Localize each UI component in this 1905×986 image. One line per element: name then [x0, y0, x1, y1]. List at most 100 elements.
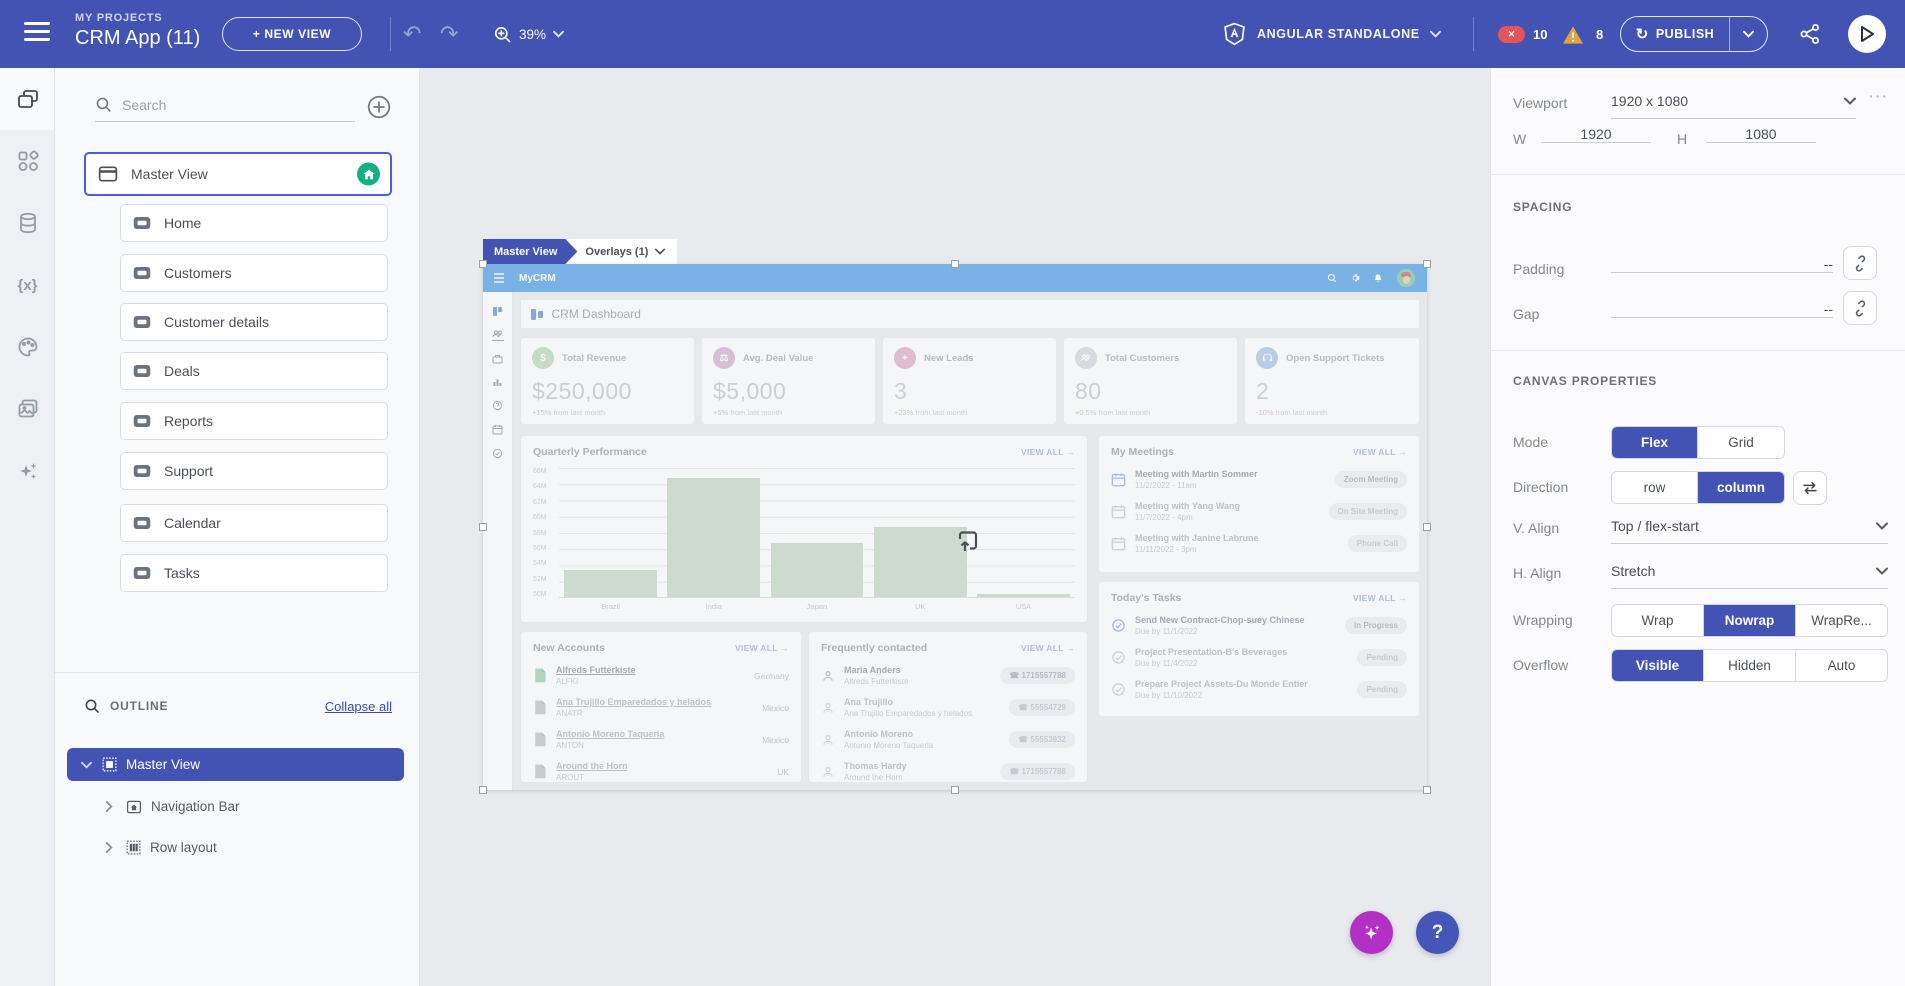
- resize-handle-top-right[interactable]: [1423, 260, 1431, 268]
- chevron-down-icon: [553, 30, 565, 38]
- resize-handle-middle-left[interactable]: [479, 523, 487, 531]
- undo-icon[interactable]: ↶: [403, 21, 422, 46]
- overflow-option-visible[interactable]: Visible: [1612, 650, 1704, 681]
- direction-option-row[interactable]: row: [1612, 472, 1698, 503]
- app-preview-frame[interactable]: MyCRM: [483, 264, 1427, 790]
- padding-input[interactable]: [1611, 256, 1833, 273]
- padding-link-toggle[interactable]: [1843, 246, 1877, 280]
- mode-option-grid[interactable]: Grid: [1728, 435, 1754, 450]
- mode-option-flex[interactable]: Flex: [1612, 427, 1698, 458]
- halign-label: H. Align: [1513, 565, 1562, 581]
- publish-button[interactable]: ↻ PUBLISH: [1620, 16, 1768, 52]
- chart-bar: [770, 542, 864, 597]
- resize-handle-bottom-right[interactable]: [1423, 786, 1431, 794]
- overflow-option-hidden[interactable]: Hidden: [1704, 650, 1796, 681]
- main-menu-icon[interactable]: [24, 22, 50, 44]
- dashboard-icon: [531, 308, 543, 320]
- framework-name: ANGULAR STANDALONE: [1257, 27, 1420, 41]
- resize-handle-middle-right[interactable]: [1423, 523, 1431, 531]
- framework-select[interactable]: ANGULAR STANDALONE: [1222, 0, 1441, 68]
- chevron-right-icon[interactable]: [105, 842, 113, 853]
- errors-badge[interactable]: ✕: [1498, 26, 1525, 43]
- rail-item-components[interactable]: [0, 130, 55, 192]
- design-canvas[interactable]: Master View Overlays (1) MyCRM: [420, 68, 1490, 986]
- new-view-button[interactable]: + NEW VIEW: [222, 17, 362, 51]
- ai-assistant-fab[interactable]: [1350, 911, 1393, 954]
- outline-node-navigation-bar[interactable]: Navigation Bar: [67, 790, 404, 823]
- canvas-properties-title: CANVAS PROPERTIES: [1513, 374, 1658, 388]
- outline-title: OUTLINE: [110, 699, 169, 713]
- outline-search-icon[interactable]: [84, 698, 100, 714]
- view-item[interactable]: Customers: [120, 254, 388, 292]
- add-view-button[interactable]: [366, 94, 392, 120]
- view-item[interactable]: Deals: [120, 352, 388, 390]
- mode-label: Mode: [1513, 434, 1549, 450]
- views-icon: [17, 90, 38, 108]
- wrapping-option-wrap[interactable]: Wrap: [1612, 605, 1704, 636]
- gap-input[interactable]: [1611, 301, 1833, 318]
- calendar-icon: [1111, 505, 1126, 519]
- valign-select[interactable]: Top / flex-start: [1611, 518, 1888, 544]
- check-circle-icon: [1112, 619, 1125, 632]
- direction-option-column[interactable]: column: [1698, 472, 1784, 503]
- chart-y-tick: 66M: [533, 468, 547, 475]
- direction-swap-button[interactable]: [1793, 471, 1827, 505]
- resize-handle-top-left[interactable]: [479, 260, 487, 268]
- halign-select[interactable]: Stretch: [1611, 563, 1888, 589]
- view-item[interactable]: Reports: [120, 402, 388, 440]
- view-all-link: VIEW ALL →: [1021, 643, 1075, 653]
- rail-item-ai[interactable]: [0, 440, 55, 502]
- width-input[interactable]: [1541, 126, 1651, 143]
- redo-icon[interactable]: ↷: [440, 21, 459, 46]
- viewport-more-button[interactable]: ···: [1869, 88, 1889, 104]
- preview-play-button[interactable]: [1848, 15, 1886, 53]
- phone-badge: ☎ 55554729: [1009, 699, 1075, 716]
- help-fab[interactable]: ?: [1416, 911, 1459, 954]
- outline-node-row-layout[interactable]: Row layout: [67, 831, 404, 864]
- canvas-dim-overlay: [483, 264, 1427, 790]
- warning-icon[interactable]: [1562, 25, 1584, 45]
- width-label: W: [1513, 131, 1527, 147]
- person-icon: [823, 734, 833, 745]
- rail-item-theme[interactable]: [0, 316, 55, 378]
- gap-link-toggle[interactable]: [1843, 291, 1877, 325]
- resize-handle-top-center[interactable]: [951, 260, 959, 268]
- view-item[interactable]: Support: [120, 452, 388, 490]
- canvas-tab-overlays[interactable]: Overlays (1): [567, 239, 678, 264]
- rail-item-assets[interactable]: [0, 378, 55, 440]
- divider: [1473, 17, 1474, 51]
- view-item-master-view[interactable]: Master View: [84, 152, 392, 196]
- view-item[interactable]: Customer details: [120, 303, 388, 341]
- share-icon[interactable]: [1798, 22, 1822, 46]
- wrapping-option-nowrap[interactable]: Nowrap: [1704, 605, 1796, 636]
- collapse-all-link[interactable]: Collapse all: [324, 698, 392, 714]
- zoom-control[interactable]: 39%: [493, 0, 565, 68]
- viewport-select[interactable]: 1920 x 1080: [1611, 93, 1856, 119]
- overflow-label: Overflow: [1513, 657, 1569, 673]
- rail-item-variables[interactable]: {x}: [0, 254, 55, 316]
- view-icon: [133, 316, 151, 328]
- resize-handle-bottom-left[interactable]: [479, 786, 487, 794]
- outline-node-master-view[interactable]: Master View: [67, 748, 404, 781]
- rail-item-views[interactable]: [0, 68, 55, 130]
- chevron-right-icon[interactable]: [105, 801, 113, 812]
- view-all-link: VIEW ALL →: [735, 643, 789, 653]
- wrapping-option-wrapreverse[interactable]: WrapRe...: [1811, 613, 1872, 628]
- publish-options-button[interactable]: [1729, 17, 1767, 51]
- view-item[interactable]: Home: [120, 204, 388, 242]
- divider: [1491, 174, 1905, 175]
- canvas-tab-master-view[interactable]: Master View: [483, 239, 577, 264]
- chevron-down-icon[interactable]: [81, 761, 92, 769]
- sparkles-icon: [19, 463, 36, 479]
- angular-logo-icon: [1224, 22, 1245, 46]
- overflow-option-auto[interactable]: Auto: [1827, 658, 1856, 673]
- height-input[interactable]: [1706, 126, 1816, 143]
- view-item[interactable]: Calendar: [120, 504, 388, 542]
- chart-y-tick: 54M: [533, 560, 547, 568]
- search-input[interactable]: [122, 96, 322, 113]
- view-item[interactable]: Tasks: [120, 554, 388, 592]
- resize-handle-bottom-center[interactable]: [951, 786, 959, 794]
- sidebar-tasks-icon: [492, 448, 503, 459]
- rail-item-data[interactable]: [0, 192, 55, 254]
- phone-badge: ☎ 55553932: [1009, 731, 1075, 748]
